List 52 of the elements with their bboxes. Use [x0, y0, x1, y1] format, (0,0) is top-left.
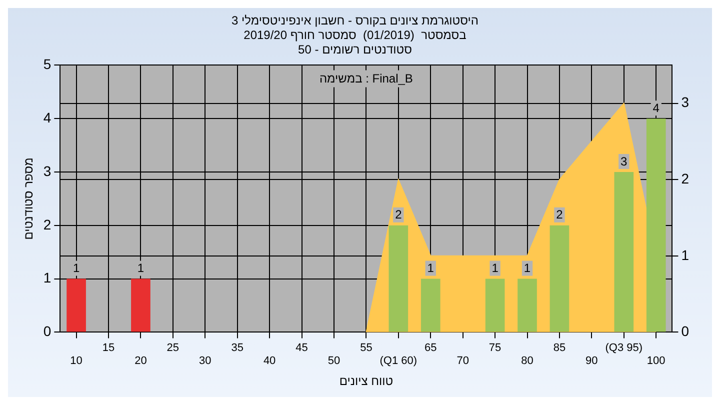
x-tick-label: 65: [424, 342, 437, 354]
x-tick-label: 30: [199, 355, 212, 368]
x-tick-label: 25: [166, 342, 180, 354]
x-axis-title: טווח ציונים: [339, 374, 394, 388]
x-tick-label: 50: [328, 355, 340, 368]
data-label: 1: [427, 261, 434, 276]
x-tick-label: 55: [360, 342, 372, 354]
bar: [518, 278, 537, 332]
bar: [131, 278, 150, 332]
x-tick-label: (Q1 60): [380, 355, 418, 368]
y-tick-label: 5: [43, 56, 52, 72]
x-tick-label: 15: [102, 342, 115, 354]
y-tick-label: 1: [43, 270, 52, 286]
bar: [646, 118, 666, 332]
y-axis-title: מספר סטודנטים: [22, 158, 36, 240]
data-label: 2: [395, 208, 402, 222]
x-tick-label: 80: [521, 355, 534, 368]
chart-subtitle: בסמסטר (01/2019) סמסטר חורף 2019/20 סטודנטים רשומים - 50: [244, 28, 466, 56]
data-label: 3: [620, 154, 628, 168]
x-tick-label: 45: [296, 342, 308, 354]
y2-tick-label: 0: [681, 323, 690, 340]
data-label: 2: [556, 208, 564, 222]
x-tick-label: 100: [646, 355, 666, 368]
y2-tick-label: 2: [681, 170, 690, 186]
bar: [485, 278, 505, 332]
x-tick-label: (Q3 95): [605, 342, 643, 354]
x-tick-label: 40: [263, 355, 276, 368]
x-tick-label: 35: [231, 342, 244, 354]
data-label: 1: [137, 261, 144, 276]
bar: [66, 278, 86, 332]
x-tick-label: 90: [586, 355, 598, 368]
y-tick-label: 2: [43, 216, 52, 232]
y-tick-label: 3: [43, 162, 52, 179]
chart-title: היסטוגרמת ציונים בקורס - חשבון אינפיניטסימלי 3: [232, 14, 478, 28]
y-tick-label: 4: [43, 109, 52, 126]
bar: [420, 278, 440, 332]
x-tick-label: 20: [134, 355, 147, 368]
data-label: 1: [492, 261, 499, 276]
x-tick-label: 85: [553, 342, 566, 354]
y-tick-label: 0: [43, 323, 52, 340]
bar: [550, 225, 570, 332]
annotation: במשימה : Final_B: [319, 72, 413, 86]
bar: [614, 172, 634, 332]
x-tick-label: 75: [488, 342, 502, 354]
y2-tick-label: 1: [681, 246, 690, 263]
bar: [388, 225, 408, 332]
data-label: 4: [652, 100, 660, 115]
x-tick-label: 70: [456, 355, 469, 368]
data-label: 1: [524, 261, 531, 276]
data-label: 1: [72, 261, 80, 276]
x-tick-label: 10: [70, 355, 82, 368]
y2-tick-label: 3: [681, 94, 690, 110]
